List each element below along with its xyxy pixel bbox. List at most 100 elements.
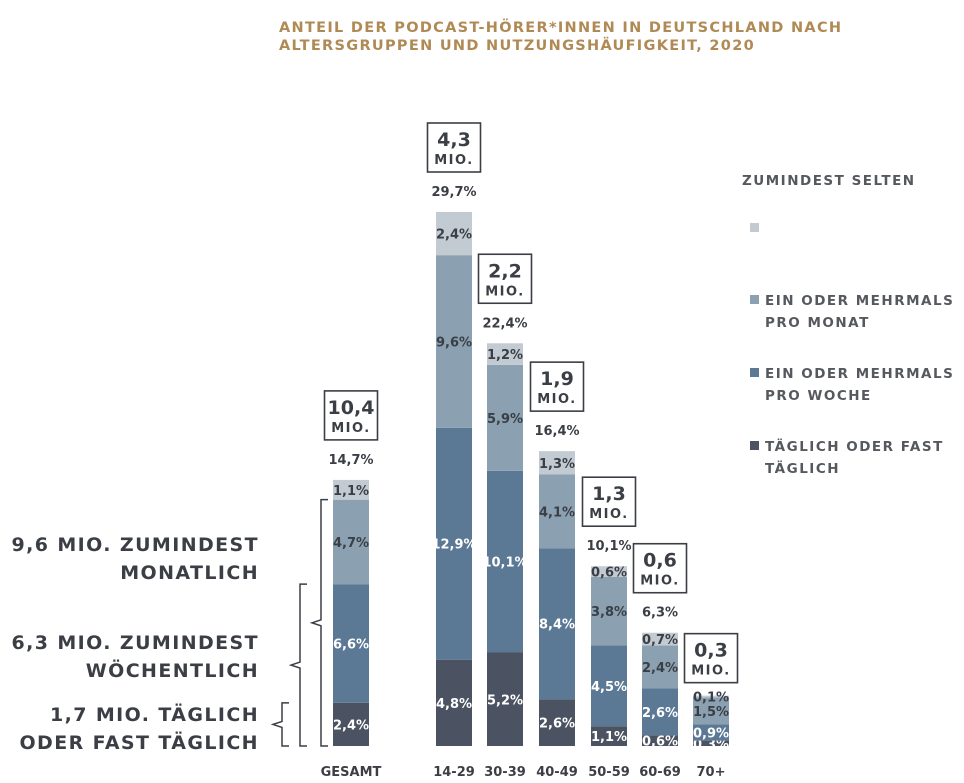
bar-zumindest_selten-5 xyxy=(642,632,678,646)
millions-box-1 xyxy=(426,122,482,173)
side-label-monatlich-line2: MONATLICH xyxy=(120,562,259,584)
millions-value-2: 2,2 xyxy=(488,260,522,282)
data-label-monat-0: 4,7% xyxy=(333,536,369,551)
data-label-zumindest_selten-4: 0,6% xyxy=(591,566,627,581)
category-label-1: 14-29 xyxy=(433,765,475,780)
side-label-taeglich: 1,7 MIO. TÄGLICH ODER FAST TÄGLICH xyxy=(0,701,259,757)
data-label-zumindest_selten-6: 0,1% xyxy=(693,691,729,706)
bar-woche-1 xyxy=(436,427,472,660)
millions-box-2 xyxy=(477,253,533,305)
bar-taeglich-4 xyxy=(591,726,627,746)
millions-value-4: 1,3 xyxy=(592,483,626,505)
data-label-zumindest_selten-5: 0,7% xyxy=(642,633,678,648)
legend-item-taeglich-line1: TÄGLICH ODER FAST xyxy=(765,439,944,455)
data-label-monat-6: 1,5% xyxy=(693,705,729,720)
bar-zumindest_selten-4 xyxy=(591,566,627,577)
millions-value-3: 1,9 xyxy=(540,368,574,390)
total-label-3: 16,4% xyxy=(534,424,579,439)
data-label-taeglich-3: 2,6% xyxy=(539,717,575,732)
data-label-zumindest_selten-2: 1,2% xyxy=(487,348,523,363)
category-label-2: 30-39 xyxy=(484,765,526,780)
bar-woche-3 xyxy=(539,548,575,700)
bar-woche-4 xyxy=(591,645,627,727)
legend-item-woche-line1: EIN ODER MEHRMALS xyxy=(765,366,955,382)
data-label-woche-2: 10,1% xyxy=(482,556,527,571)
data-label-zumindest_selten-1: 2,4% xyxy=(436,228,472,243)
category-label-3: 40-49 xyxy=(536,765,578,780)
data-label-monat-1: 9,6% xyxy=(436,335,472,350)
bar-taeglich-5 xyxy=(642,735,678,746)
bar-monat-5 xyxy=(642,645,678,689)
millions-box-3 xyxy=(529,361,585,412)
data-label-woche-4: 4,5% xyxy=(591,680,627,695)
legend-item-woche-line2: PRO WOCHE xyxy=(765,388,872,404)
data-label-woche-3: 8,4% xyxy=(539,618,575,633)
bar-monat-0 xyxy=(333,499,369,585)
millions-value-5: 0,6 xyxy=(643,550,677,572)
bar-zumindest_selten-6 xyxy=(693,695,729,698)
bar-monat-2 xyxy=(487,364,523,471)
side-label-taeglich-line2: ODER FAST TÄGLICH xyxy=(19,732,259,754)
data-label-woche-5: 2,6% xyxy=(642,706,678,721)
data-label-woche-0: 6,6% xyxy=(333,638,369,653)
bar-monat-4 xyxy=(591,576,627,646)
millions-box-6 xyxy=(683,632,739,684)
data-label-monat-2: 5,9% xyxy=(487,412,523,427)
bar-monat-6 xyxy=(693,697,729,725)
legend-item-taeglich: TÄGLICH ODER FAST TÄGLICH xyxy=(750,436,964,480)
category-label-5: 60-69 xyxy=(639,765,681,780)
data-label-taeglich-5: 0,6% xyxy=(642,735,678,750)
category-label-6: 70+ xyxy=(697,765,726,780)
total-label-1: 29,7% xyxy=(431,185,476,200)
legend-item-woche: EIN ODER MEHRMALS PRO WOCHE xyxy=(750,363,964,407)
legend-item-monat: EIN ODER MEHRMALS PRO MONAT xyxy=(750,290,964,334)
bar-woche-6 xyxy=(693,724,729,741)
bar-woche-5 xyxy=(642,688,678,736)
data-label-taeglich-6: 0,3% xyxy=(693,737,729,752)
legend-swatch-woche xyxy=(750,368,759,377)
side-label-woechentlich-line2: WÖCHENTLICH xyxy=(85,660,259,682)
chart-title: ANTEIL DER PODCAST-HÖRER*INNEN IN DEUTSC… xyxy=(279,19,919,55)
total-label-0: 14,7% xyxy=(328,453,373,468)
millions-unit-0: MIO. xyxy=(331,421,370,436)
total-label-4: 10,1% xyxy=(586,539,631,554)
millions-value-0: 10,4 xyxy=(328,397,375,419)
category-label-0: GESAMT xyxy=(321,765,382,780)
data-label-zumindest_selten-3: 1,3% xyxy=(539,457,575,472)
bar-monat-3 xyxy=(539,474,575,549)
bar-zumindest_selten-1 xyxy=(436,212,472,256)
legend-item-monat-line1: EIN ODER MEHRMALS xyxy=(765,293,955,309)
data-label-monat-4: 3,8% xyxy=(591,605,627,620)
side-label-monatlich-line1: 9,6 MIO. ZUMINDEST xyxy=(11,534,259,556)
side-label-monatlich: 9,6 MIO. ZUMINDEST MONATLICH xyxy=(0,531,259,587)
category-label-4: 50-59 xyxy=(588,765,630,780)
data-label-taeglich-0: 2,4% xyxy=(333,718,369,733)
side-label-woechentlich-line1: 6,3 MIO. ZUMINDEST xyxy=(11,632,259,654)
millions-unit-1: MIO. xyxy=(434,153,473,168)
bar-zumindest_selten-0 xyxy=(333,479,369,500)
millions-unit-3: MIO. xyxy=(537,392,576,407)
data-label-zumindest_selten-0: 1,1% xyxy=(333,484,369,499)
chart-title-line2: ALTERSGRUPPEN UND NUTZUNGSHÄUFIGKEIT, 20… xyxy=(279,38,755,54)
data-label-woche-6: 0,9% xyxy=(693,727,729,742)
legend-swatch-taeglich xyxy=(750,441,759,450)
millions-unit-6: MIO. xyxy=(691,664,730,679)
legend-swatch-selten xyxy=(750,223,759,232)
bar-monat-1 xyxy=(436,255,472,428)
data-label-taeglich-2: 5,2% xyxy=(487,693,523,708)
legend-item-taeglich-line2: TÄGLICH xyxy=(765,461,841,477)
bar-taeglich-3 xyxy=(539,699,575,746)
data-label-monat-5: 2,4% xyxy=(642,661,678,676)
data-label-woche-1: 12,9% xyxy=(431,538,476,553)
data-label-monat-3: 4,1% xyxy=(539,505,575,520)
bar-taeglich-2 xyxy=(487,652,523,746)
legend-item-monat-line2: PRO MONAT xyxy=(765,315,870,331)
total-label-5: 6,3% xyxy=(642,606,678,621)
bar-zumindest_selten-3 xyxy=(539,451,575,475)
millions-box-0 xyxy=(323,390,379,441)
millions-unit-4: MIO. xyxy=(589,507,628,522)
bar-woche-2 xyxy=(487,470,523,653)
brace-woechentlich xyxy=(288,583,307,747)
bar-taeglich-1 xyxy=(436,659,472,746)
